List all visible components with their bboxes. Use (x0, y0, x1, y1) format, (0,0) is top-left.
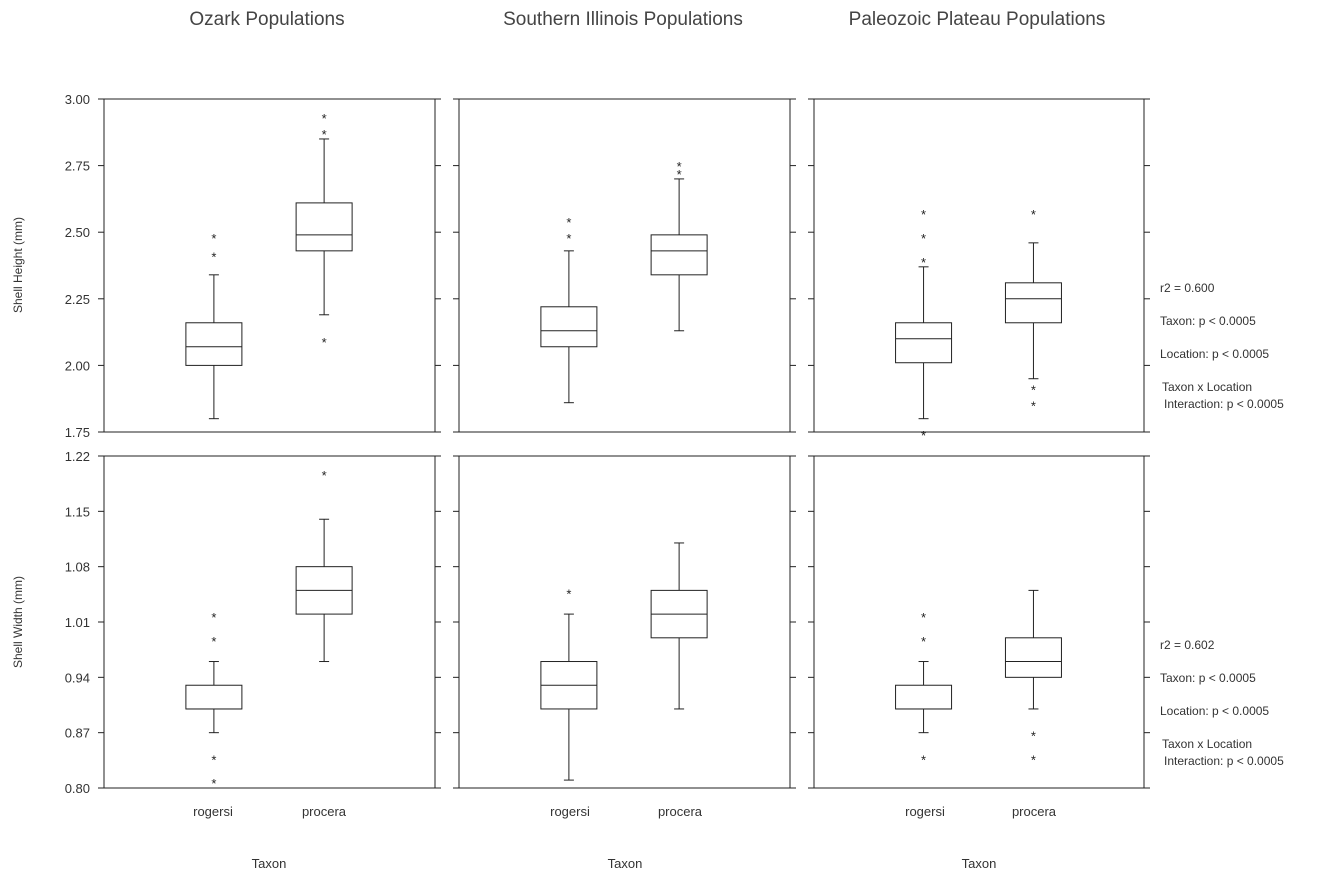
panel-frame (813, 455, 1145, 789)
outlier-point: * (1031, 383, 1036, 398)
category-label-rogersi: rogersi (905, 804, 945, 819)
outlier-point: * (921, 634, 926, 649)
outlier-point: * (211, 634, 216, 649)
box-procera (295, 202, 353, 252)
x-axis-label: Taxon (608, 856, 643, 871)
y-axis-label-height: Shell Height (mm) (11, 217, 25, 313)
panel-title-paleozoic-plateau: Paleozoic Plateau Populations (849, 9, 1106, 30)
stat-r2-width: r2 = 0.602 (1160, 638, 1215, 652)
box-procera (1004, 637, 1062, 678)
outlier-point: * (211, 610, 216, 625)
stat-r2-height: r2 = 0.600 (1160, 281, 1215, 295)
category-label-procera: procera (302, 804, 347, 819)
stat-interaction-height: Interaction: p < 0.0005 (1164, 397, 1284, 411)
outlier-point: * (566, 231, 571, 246)
panel-frame (813, 98, 1145, 433)
category-label-rogersi: rogersi (193, 804, 233, 819)
x-axis-label: Taxon (962, 856, 997, 871)
outlier-point: * (566, 586, 571, 601)
outlier-point: * (322, 127, 327, 142)
outlier-point: * (322, 468, 327, 483)
outlier-point: * (211, 250, 216, 265)
outlier-point: * (322, 335, 327, 350)
box-rogersi (185, 322, 243, 366)
outlier-point: * (677, 167, 682, 182)
outlier-point: * (566, 215, 571, 230)
panel-title-ozark: Ozark Populations (189, 9, 344, 30)
y-tick-label: 0.94 (65, 670, 90, 685)
outlier-point: * (1031, 207, 1036, 222)
panel-frame (103, 455, 436, 789)
y-tick-label: 1.15 (65, 504, 90, 519)
y-tick-label: 2.25 (65, 292, 90, 307)
outlier-point: * (1031, 752, 1036, 767)
stat-taxon-width: Taxon: p < 0.0005 (1160, 671, 1256, 685)
outlier-point: * (921, 610, 926, 625)
y-tick-label: 0.80 (65, 781, 90, 796)
outlier-point: * (921, 428, 926, 443)
y-tick-label: 2.50 (65, 225, 90, 240)
x-axis-label: Taxon (252, 856, 287, 871)
box-rogersi (540, 306, 598, 348)
stat-interaction-label-width: Taxon x Location (1162, 737, 1252, 751)
outlier-point: * (921, 231, 926, 246)
panel-title-southern-illinois: Southern Illinois Populations (503, 9, 743, 30)
outlier-point: * (211, 231, 216, 246)
y-tick-label: 2.00 (65, 358, 90, 373)
box-rogersi (895, 684, 953, 710)
y-axis-label-width: Shell Width (mm) (11, 576, 25, 668)
box-procera (1004, 282, 1062, 324)
y-tick-label: 0.87 (65, 726, 90, 741)
panel-frame (103, 98, 436, 433)
y-tick-label: 2.75 (65, 159, 90, 174)
outlier-point: * (211, 776, 216, 791)
outlier-point: * (322, 111, 327, 126)
outlier-point: * (1031, 399, 1036, 414)
stat-interaction-width: Interaction: p < 0.0005 (1164, 754, 1284, 768)
stat-location-height: Location: p < 0.0005 (1160, 347, 1269, 361)
category-label-procera: procera (658, 804, 703, 819)
outlier-point: * (677, 159, 682, 174)
y-tick-label: 1.01 (65, 615, 90, 630)
category-label-rogersi: rogersi (550, 804, 590, 819)
outlier-point: * (921, 207, 926, 222)
outlier-point: * (211, 752, 216, 767)
outlier-point: * (921, 752, 926, 767)
y-tick-label: 1.75 (65, 425, 90, 440)
stat-location-width: Location: p < 0.0005 (1160, 704, 1269, 718)
outlier-point: * (921, 255, 926, 270)
box-procera (650, 234, 708, 276)
panel-frame (458, 455, 791, 789)
category-label-procera: procera (1012, 804, 1057, 819)
stat-taxon-height: Taxon: p < 0.0005 (1160, 314, 1256, 328)
box-rogersi (185, 684, 243, 710)
y-tick-label: 3.00 (65, 92, 90, 107)
stat-interaction-label-height: Taxon x Location (1162, 380, 1252, 394)
y-tick-label: 1.08 (65, 560, 90, 575)
outlier-point: * (1031, 729, 1036, 744)
box-rogersi (895, 322, 953, 364)
y-tick-label: 1.22 (65, 449, 90, 464)
panel-frame (458, 98, 791, 433)
